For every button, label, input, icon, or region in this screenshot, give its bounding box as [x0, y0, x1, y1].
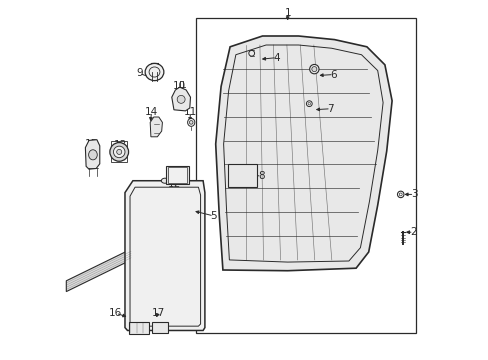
Ellipse shape [145, 63, 163, 81]
Polygon shape [66, 249, 131, 292]
Text: 14: 14 [145, 107, 158, 117]
Text: 4: 4 [273, 53, 280, 63]
Text: 10: 10 [173, 81, 186, 91]
Text: 13: 13 [113, 140, 126, 150]
Ellipse shape [248, 50, 254, 56]
Text: 7: 7 [327, 104, 333, 114]
Ellipse shape [88, 150, 97, 160]
PathPatch shape [215, 36, 391, 271]
Ellipse shape [311, 67, 316, 72]
Ellipse shape [306, 101, 311, 107]
Ellipse shape [113, 146, 125, 158]
Ellipse shape [110, 143, 128, 161]
Text: 5: 5 [210, 211, 217, 221]
Text: 12: 12 [167, 179, 180, 189]
Ellipse shape [117, 149, 122, 154]
FancyBboxPatch shape [166, 166, 189, 184]
Text: 16: 16 [109, 308, 122, 318]
Text: 11: 11 [183, 107, 197, 117]
Ellipse shape [187, 118, 194, 126]
Polygon shape [125, 181, 204, 330]
Ellipse shape [177, 95, 185, 103]
Ellipse shape [307, 102, 310, 105]
FancyBboxPatch shape [128, 322, 149, 334]
Text: 6: 6 [330, 69, 336, 80]
Text: 1: 1 [284, 8, 290, 18]
Polygon shape [85, 140, 100, 169]
Text: 3: 3 [410, 189, 417, 199]
FancyBboxPatch shape [168, 167, 187, 183]
Text: 2: 2 [409, 227, 416, 237]
Ellipse shape [309, 64, 318, 74]
FancyBboxPatch shape [152, 322, 168, 333]
Text: 9: 9 [136, 68, 142, 78]
Bar [196, 18, 415, 333]
Polygon shape [171, 87, 190, 111]
Text: 17: 17 [151, 308, 164, 318]
Ellipse shape [189, 121, 193, 124]
FancyBboxPatch shape [228, 164, 257, 187]
Polygon shape [150, 117, 162, 137]
Ellipse shape [161, 178, 168, 183]
Text: 15: 15 [84, 139, 98, 149]
Text: 8: 8 [258, 171, 264, 181]
